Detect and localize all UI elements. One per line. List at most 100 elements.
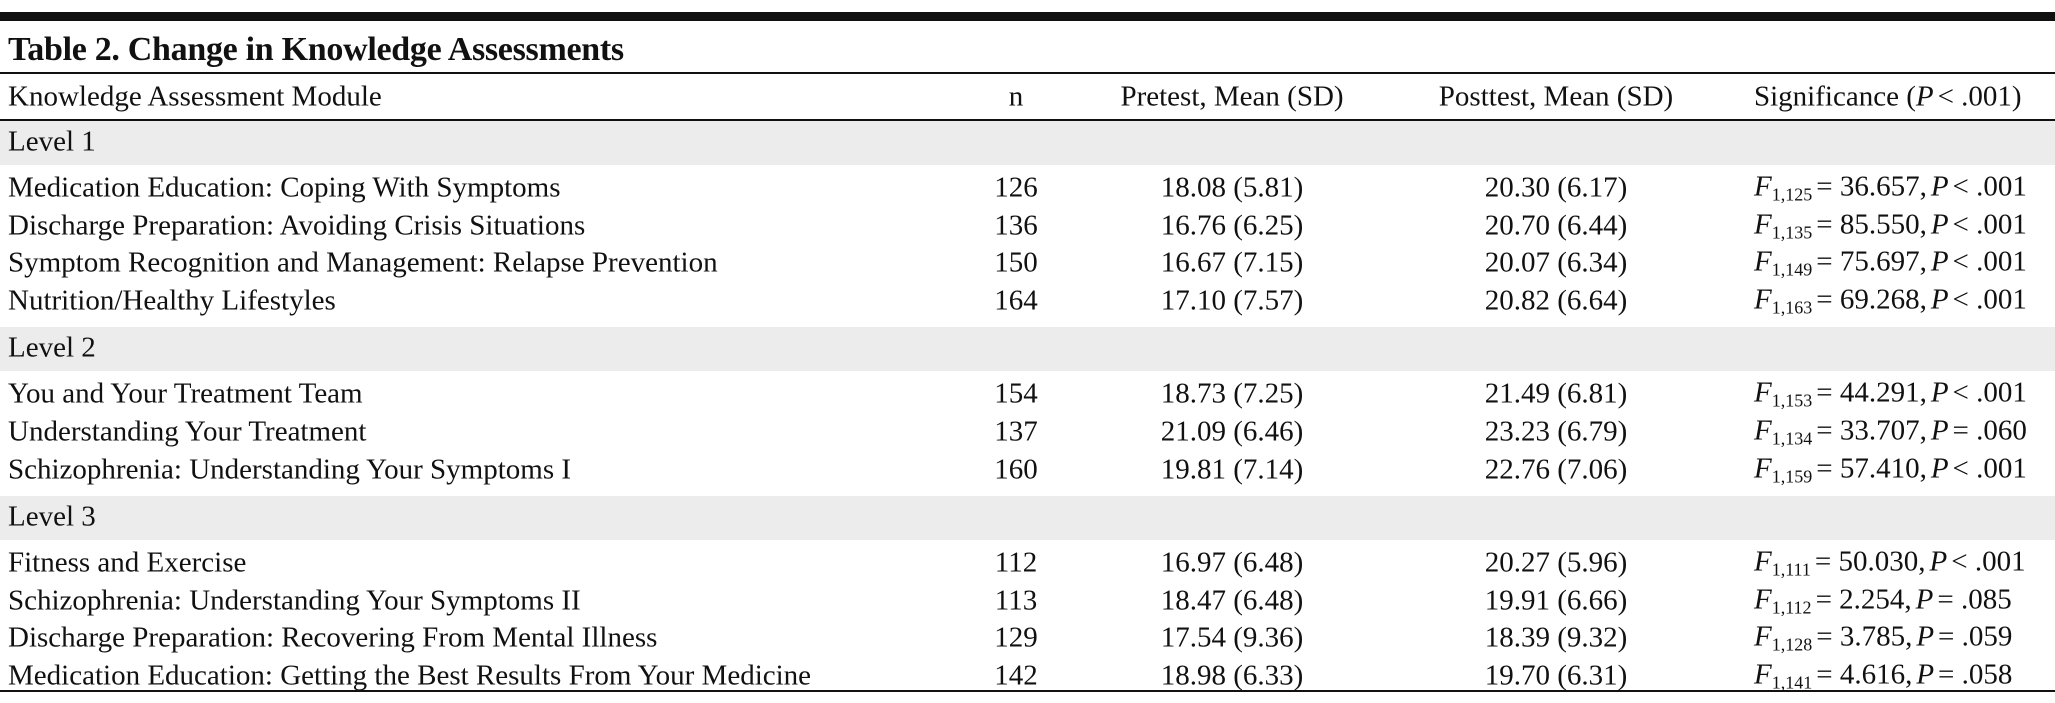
posttest-cell: 20.27 (5.96) [1484, 546, 1628, 579]
group-band [0, 121, 2055, 165]
module-cell: Medication Education: Coping With Sympto… [8, 171, 561, 204]
significance-cell: F1,125 = 36.657, P < .001 [1754, 170, 2027, 205]
degrees-of-freedom: 1,125 [1771, 184, 1813, 205]
p-value: < .001 [1952, 208, 2027, 241]
module-cell: Nutrition/Healthy Lifestyles [8, 284, 336, 317]
significance-cell: F1,128 = 3.785, P = .059 [1754, 620, 2013, 655]
header-cell: Knowledge Assessment Module [8, 80, 382, 113]
posttest-cell: 22.76 (7.06) [1484, 453, 1628, 486]
posttest-cell: 19.91 (6.66) [1484, 584, 1628, 617]
n-cell: 126 [994, 171, 1038, 204]
p-value: = .085 [1937, 583, 2012, 616]
p-symbol: P [1929, 545, 1948, 578]
pretest-cell: 18.08 (5.81) [1160, 171, 1304, 204]
posttest-cell: 18.39 (9.32) [1484, 621, 1628, 654]
pretest-cell: 16.76 (6.25) [1160, 209, 1304, 242]
degrees-of-freedom: 1,159 [1771, 466, 1813, 487]
degrees-of-freedom: 1,135 [1771, 222, 1813, 243]
p-symbol: P [1930, 414, 1949, 447]
degrees-of-freedom: 1,141 [1771, 672, 1813, 693]
header-symbol: P [1915, 80, 1934, 113]
stat-value: = 3.785, [1816, 620, 1913, 653]
stat-symbol: F [1754, 658, 1772, 691]
header-cell: n [1008, 80, 1024, 113]
header-cell: Posttest, Mean (SD) [1438, 80, 1674, 113]
stat-value: = 75.697, [1816, 245, 1927, 278]
stat-value: = 4.616, [1816, 658, 1913, 691]
title-rule [0, 72, 2055, 74]
p-value: = .058 [1938, 658, 2013, 691]
module-cell: Fitness and Exercise [8, 546, 247, 579]
module-cell: Understanding Your Treatment [8, 415, 367, 448]
posttest-cell: 20.70 (6.44) [1484, 209, 1628, 242]
pretest-cell: 17.10 (7.57) [1160, 284, 1304, 317]
stat-symbol: F [1754, 452, 1772, 485]
stat-value: = 57.410, [1816, 452, 1927, 485]
group-band [0, 496, 2055, 541]
pretest-cell: 16.67 (7.15) [1160, 246, 1304, 279]
significance-cell: F1,153 = 44.291, P < .001 [1754, 376, 2027, 410]
table-title: Table 2. Change in Knowledge Assessments [8, 31, 624, 68]
stat-symbol: F [1754, 245, 1772, 278]
posttest-cell: 19.70 (6.31) [1484, 659, 1628, 692]
group-label: Level 2 [8, 331, 96, 364]
significance-cell: F1,135 = 85.550, P < .001 [1754, 208, 2027, 243]
n-cell: 129 [994, 621, 1038, 654]
significance-cell: F1,141 = 4.616, P = .058 [1754, 658, 2013, 693]
pretest-cell: 18.47 (6.48) [1160, 584, 1304, 617]
stat-symbol: F [1754, 545, 1772, 578]
stat-value: = 44.291, [1816, 376, 1927, 409]
stat-symbol: F [1754, 208, 1772, 241]
p-value: = .059 [1938, 620, 2013, 653]
pretest-cell: 18.98 (6.33) [1160, 659, 1304, 692]
n-cell: 154 [994, 377, 1038, 410]
stat-value: = 33.707, [1816, 414, 1927, 447]
group-label: Level 3 [8, 500, 96, 533]
p-value: = .060 [1952, 414, 2027, 447]
stat-symbol: F [1754, 620, 1772, 653]
stat-value: = 2.254, [1815, 583, 1912, 616]
posttest-cell: 20.30 (6.17) [1484, 171, 1628, 204]
p-value: < .001 [1952, 376, 2027, 409]
header-text: Significance ( [1754, 80, 1916, 113]
significance-cell: F1,159 = 57.410, P < .001 [1754, 452, 2027, 487]
stat-value: = 69.268, [1816, 283, 1927, 316]
p-value: < .001 [1952, 170, 2027, 203]
n-cell: 137 [994, 415, 1038, 448]
p-value: < .001 [1952, 452, 2027, 485]
module-cell: Discharge Preparation: Recovering From M… [8, 621, 658, 654]
top-rule [0, 12, 2055, 21]
p-symbol: P [1930, 452, 1949, 485]
significance-cell: F1,149 = 75.697, P < .001 [1754, 245, 2027, 280]
stat-value: = 85.550, [1816, 208, 1927, 241]
degrees-of-freedom: 1,112 [1771, 597, 1812, 618]
n-cell: 136 [994, 209, 1038, 242]
p-symbol: P [1930, 283, 1949, 316]
stat-symbol: F [1754, 583, 1772, 616]
module-cell: Symptom Recognition and Management: Rela… [8, 246, 718, 279]
p-value: < .001 [1951, 545, 2026, 578]
stat-symbol: F [1754, 376, 1772, 409]
significance-cell: F1,134 = 33.707, P = .060 [1754, 414, 2027, 448]
bottom-rule [0, 690, 2055, 692]
degrees-of-freedom: 1,163 [1771, 297, 1813, 318]
p-symbol: P [1930, 245, 1949, 278]
group-label: Level 1 [8, 125, 96, 158]
significance-cell: F1,163 = 69.268, P < .001 [1754, 283, 2027, 318]
p-symbol: P [1916, 658, 1935, 691]
n-cell: 164 [994, 284, 1038, 317]
significance-cell: F1,111 = 50.030, P < .001 [1754, 545, 2026, 580]
stat-value: = 36.657, [1816, 170, 1927, 203]
n-cell: 160 [994, 453, 1038, 486]
header-rule [0, 119, 2055, 121]
degrees-of-freedom: 1,111 [1771, 559, 1811, 580]
degrees-of-freedom: 1,149 [1771, 259, 1813, 280]
group-band [0, 327, 2055, 372]
posttest-cell: 20.07 (6.34) [1484, 246, 1628, 279]
n-cell: 142 [994, 659, 1038, 692]
pretest-cell: 21.09 (6.46) [1160, 415, 1304, 448]
degrees-of-freedom: 1,128 [1771, 634, 1813, 655]
p-value: < .001 [1952, 283, 2027, 316]
module-cell: You and Your Treatment Team [8, 377, 363, 410]
